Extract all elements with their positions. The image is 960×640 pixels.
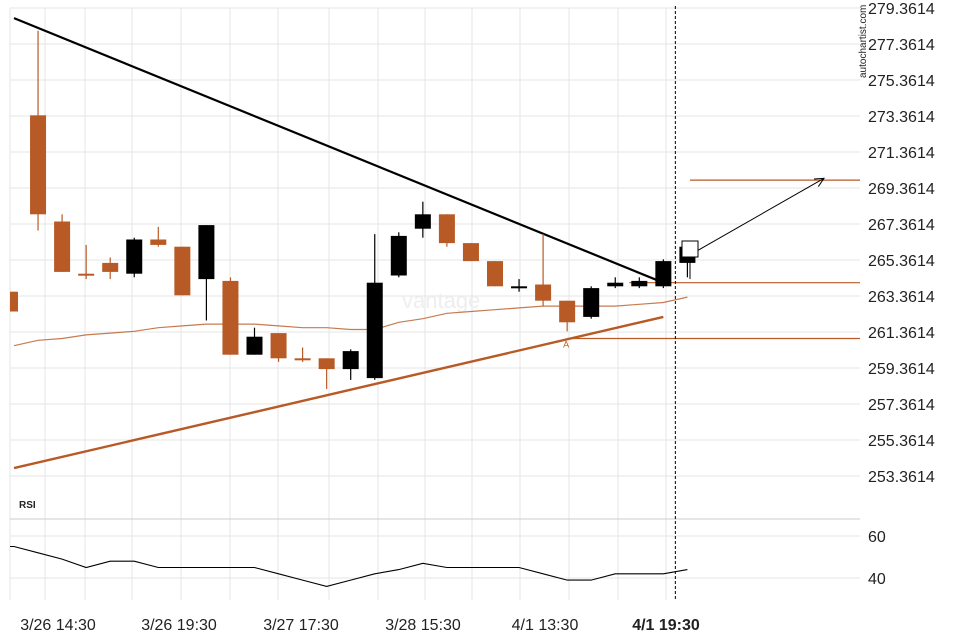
candle <box>10 291 18 312</box>
price-axis: 279.3614 277.3614 275.3614 273.3614 271.3614… <box>868 1 935 486</box>
time-axis: 3/26 14:30 3/26 19:30 3/27 17:30 3/28 15:30… <box>20 617 700 634</box>
price-tick-label: 257.3614 <box>868 397 935 414</box>
candle <box>318 358 335 370</box>
rsi-tick-label: 60 <box>868 529 886 546</box>
candle <box>102 262 119 272</box>
resistance-line <box>13 17 664 284</box>
time-tick-label: 3/26 19:30 <box>141 617 217 634</box>
forecast-box <box>681 240 699 258</box>
watermark: vantage <box>402 288 480 313</box>
trend-lines <box>13 17 860 470</box>
candle <box>607 282 624 287</box>
projection-arrow <box>697 177 825 251</box>
price-tick-label: 275.3614 <box>868 73 935 90</box>
price-tick-label: 263.3614 <box>868 289 935 306</box>
candle <box>366 282 383 379</box>
price-tick-label: 273.3614 <box>868 109 935 126</box>
rsi-tick-label: 40 <box>868 571 886 588</box>
price-tick-label: 261.3614 <box>868 325 935 342</box>
price-tick-label: 265.3614 <box>868 253 935 270</box>
time-tick-label: 4/1 19:30 <box>632 617 700 634</box>
candle <box>126 239 143 274</box>
price-tick-label: 259.3614 <box>868 361 935 378</box>
svg-text:vantage: vantage <box>402 288 480 313</box>
candle <box>198 225 215 280</box>
candle <box>487 261 503 287</box>
rsi-line <box>10 545 688 587</box>
credit-label: autochartist.com <box>858 5 869 78</box>
annotation-label: A <box>563 340 569 350</box>
candle <box>655 261 672 287</box>
candle <box>462 243 479 262</box>
candle <box>583 288 600 317</box>
price-tick-label: 269.3614 <box>868 181 935 198</box>
rsi-panel: 60 40 <box>10 529 886 588</box>
candle <box>222 280 239 355</box>
candle <box>174 246 191 296</box>
candle <box>294 358 311 361</box>
candle <box>535 284 552 301</box>
support-line <box>13 315 664 470</box>
price-tick-label: 271.3614 <box>868 145 935 162</box>
candle <box>78 273 95 276</box>
candle <box>246 336 263 355</box>
price-tick-label: 267.3614 <box>868 217 935 234</box>
candle <box>631 280 648 287</box>
time-tick-label: 3/26 14:30 <box>20 617 96 634</box>
time-tick-label: 3/28 15:30 <box>385 617 461 634</box>
price-tick-label: 279.3614 <box>868 1 935 18</box>
projection-arrowhead <box>813 177 825 187</box>
candle <box>150 239 167 245</box>
time-tick-label: 3/27 17:30 <box>263 617 339 634</box>
price-tick-label: 255.3614 <box>868 433 935 450</box>
candles <box>10 30 696 389</box>
candle <box>270 333 287 359</box>
candle <box>414 214 431 229</box>
candle <box>438 214 455 244</box>
candle <box>30 115 47 215</box>
price-tick-label: 253.3614 <box>868 469 935 486</box>
price-tick-label: 277.3614 <box>868 37 935 54</box>
rsi-label: RSI <box>19 500 36 511</box>
candle <box>390 235 407 276</box>
time-tick-label: 4/1 13:30 <box>512 617 579 634</box>
candle <box>559 300 576 323</box>
candle <box>342 351 359 370</box>
moving-average-line <box>13 296 688 347</box>
candle <box>511 286 528 289</box>
candle <box>54 221 71 272</box>
overlays: A <box>563 6 825 600</box>
moving-average <box>13 296 688 347</box>
